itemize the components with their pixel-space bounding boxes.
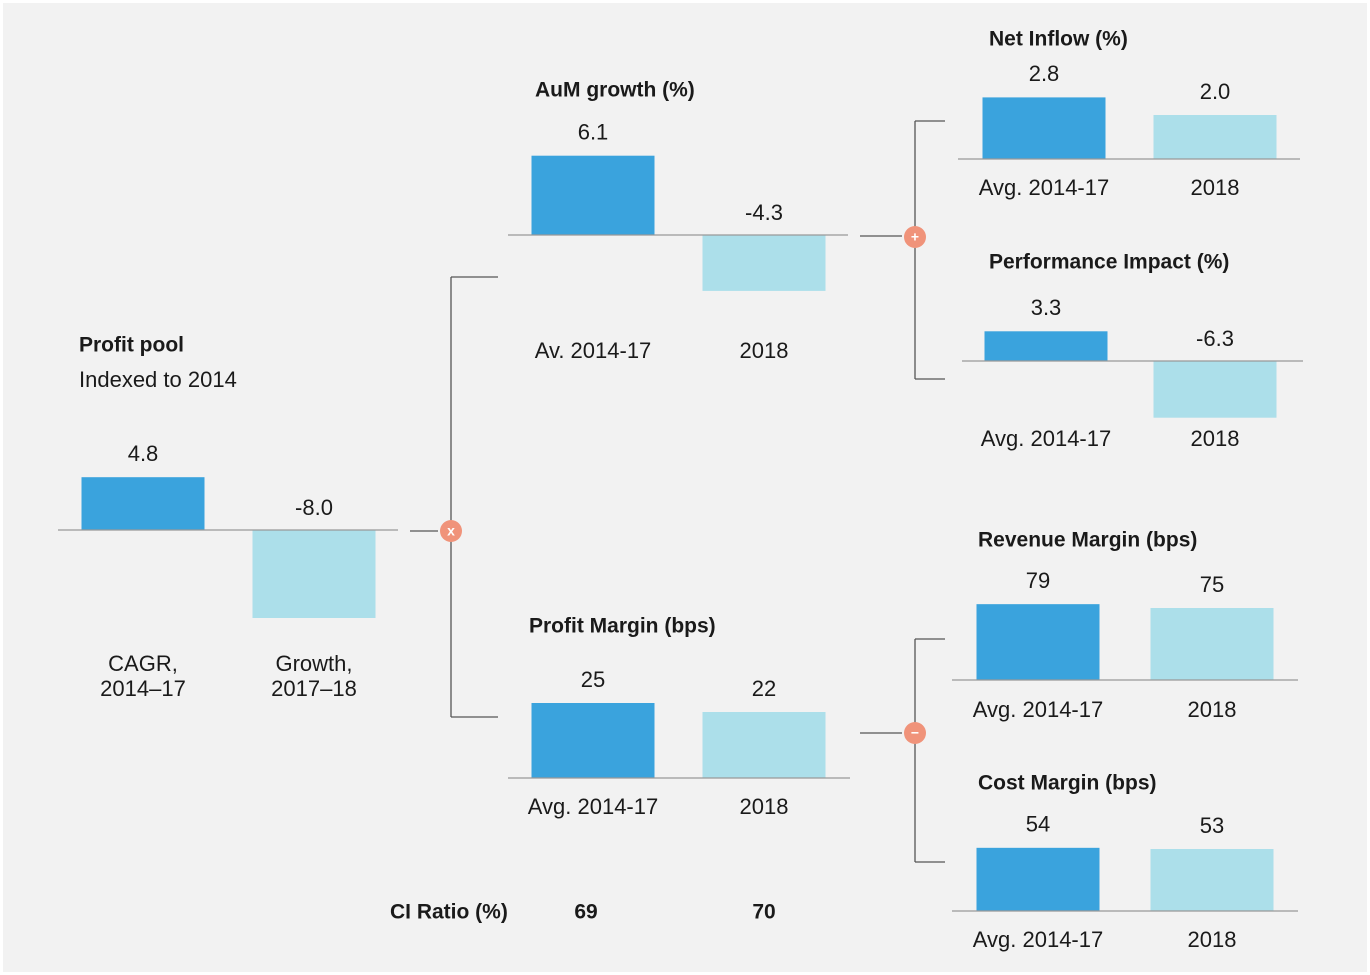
operator-icon (904, 722, 926, 744)
panel-title: Net Inflow (%) (989, 28, 1128, 51)
category-label: CAGR, (108, 651, 178, 676)
bar (1150, 608, 1274, 680)
panel-title: Profit Margin (bps) (529, 615, 716, 638)
category-label: 2018 (1188, 927, 1237, 952)
category-label: Avg. 2014-17 (979, 175, 1109, 200)
value-label: 2.8 (1029, 61, 1060, 86)
operator-icon (904, 226, 926, 248)
value-label: -8.0 (295, 495, 333, 520)
bar (982, 97, 1106, 159)
value-label: 79 (1026, 568, 1050, 593)
panel-title: AuM growth (%) (535, 79, 695, 102)
operator: x (447, 523, 455, 539)
value-label: -4.3 (745, 200, 783, 225)
bar (531, 703, 655, 778)
category-label: 2018 (740, 338, 789, 363)
panel-title: Cost Margin (bps) (978, 772, 1157, 795)
bar (81, 477, 205, 530)
bar (976, 604, 1100, 680)
category-label: 2018 (740, 794, 789, 819)
value-label: 75 (1200, 572, 1224, 597)
value-label: 22 (752, 676, 776, 701)
category-label: Growth, (275, 651, 352, 676)
bar (1153, 361, 1277, 418)
panel-subtitle: Indexed to 2014 (79, 367, 237, 392)
category-label: Avg. 2014-17 (973, 697, 1103, 722)
connectors (410, 120, 945, 863)
background (3, 3, 1367, 972)
category-label: 2018 (1188, 697, 1237, 722)
bar (984, 331, 1108, 361)
value-label: 25 (581, 667, 605, 692)
category-label: 2018 (1191, 426, 1240, 451)
operator: + (911, 229, 919, 245)
value-label: 54 (1026, 812, 1050, 837)
bar (976, 847, 1100, 911)
bar (702, 712, 826, 778)
ci-ratio-value: 69 (574, 901, 597, 924)
panel-title: Performance Impact (%) (989, 251, 1229, 274)
operator: − (911, 725, 919, 741)
ci-ratio-label: CI Ratio (%) (390, 901, 508, 924)
ci-ratio-value: 70 (752, 901, 775, 924)
bar (1153, 115, 1277, 159)
category-label: 2018 (1191, 175, 1240, 200)
value-label: 4.8 (128, 441, 159, 466)
category-label: Avg. 2014-17 (528, 794, 658, 819)
operator-icon (440, 520, 462, 542)
value-label: 3.3 (1031, 295, 1062, 320)
bar (702, 235, 826, 291)
value-label: -6.3 (1196, 326, 1234, 351)
panel-title: Revenue Margin (bps) (978, 529, 1197, 552)
bar (252, 530, 376, 618)
category-label: Av. 2014-17 (535, 338, 652, 363)
value-label: 2.0 (1200, 79, 1231, 104)
category-label: 2017–18 (271, 676, 357, 701)
panel-title: Profit pool (79, 334, 184, 357)
value-label: 53 (1200, 813, 1224, 838)
value-label: 6.1 (578, 120, 609, 145)
bar (1150, 848, 1274, 911)
bar (531, 155, 655, 235)
category-label: 2014–17 (100, 676, 186, 701)
category-label: Avg. 2014-17 (973, 927, 1103, 952)
category-label: Avg. 2014-17 (981, 426, 1111, 451)
